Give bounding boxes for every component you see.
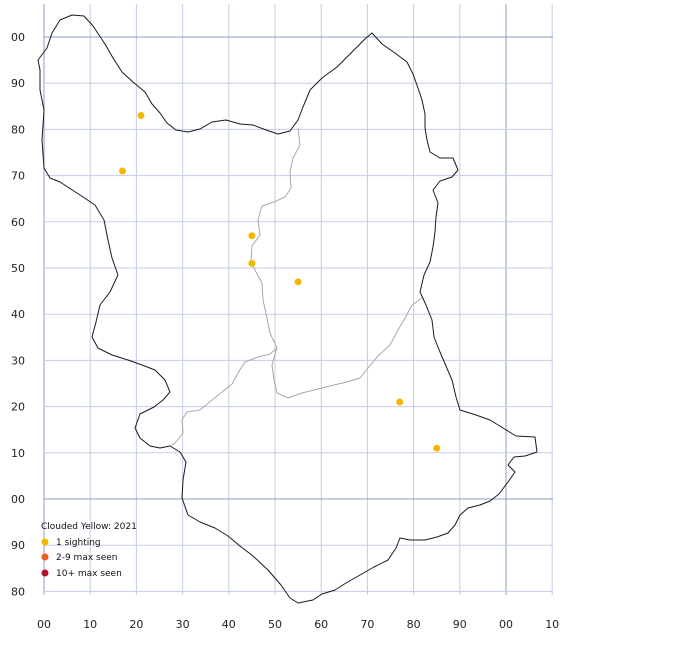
x-tick-label: 20 (129, 618, 143, 631)
y-tick-label: 00 (11, 493, 25, 506)
legend-label-1-sighting: 1 sighting (56, 538, 101, 548)
legend: Clouded Yellow: 2021 1 sighting 2-9 max … (41, 522, 137, 579)
x-tick-label: 70 (360, 618, 374, 631)
tick-labels: 00 10 20 30 40 50 60 70 80 90 00 10 00 90 80 70 60 50 40 30… (11, 31, 559, 631)
legend-label-2-9-max-seen: 2-9 max seen (56, 553, 118, 563)
x-tick-label: 50 (268, 618, 282, 631)
sighting-marker (248, 232, 256, 240)
y-tick-label: 30 (11, 354, 25, 367)
y-tick-label: 10 (11, 447, 25, 460)
sighting-marker (248, 259, 256, 267)
sighting-marker (119, 167, 126, 175)
y-tick-label: 50 (11, 262, 25, 275)
x-tick-label: 30 (176, 618, 190, 631)
y-tick-label: 90 (11, 539, 25, 552)
x-tick-label: 60 (314, 618, 328, 631)
y-tick-label: 80 (11, 585, 25, 598)
x-tick-label: 10 (83, 618, 97, 631)
y-tick-label: 40 (11, 308, 25, 321)
x-tick-label: 10 (545, 618, 559, 631)
y-tick-label: 80 (11, 123, 25, 136)
grid-lines (43, 4, 553, 595)
y-tick-label: 20 (11, 401, 25, 414)
legend-label-10-plus-max-seen: 10+ max seen (56, 569, 122, 579)
sightings-layer (119, 112, 441, 452)
x-tick-label: 00 (37, 618, 51, 631)
x-tick-label: 00 (499, 618, 513, 631)
sighting-marker (396, 398, 404, 406)
y-tick-label: 60 (11, 216, 25, 229)
x-tick-label: 90 (453, 618, 467, 631)
y-tick-label: 00 (11, 31, 25, 44)
district-boundaries (169, 127, 423, 447)
legend-marker-10-plus-max-seen (41, 569, 49, 577)
legend-marker-1-sighting (41, 538, 49, 546)
county-boundary (37, 14, 538, 604)
y-tick-label: 70 (11, 170, 25, 183)
sighting-marker (137, 112, 145, 119)
sighting-marker (294, 278, 302, 286)
sighting-marker (433, 444, 441, 452)
y-tick-label: 90 (11, 77, 25, 90)
x-tick-label: 40 (222, 618, 236, 631)
x-tick-label: 80 (407, 618, 421, 631)
legend-marker-2-9-max-seen (41, 553, 49, 561)
legend-title: Clouded Yellow: 2021 (41, 522, 137, 532)
